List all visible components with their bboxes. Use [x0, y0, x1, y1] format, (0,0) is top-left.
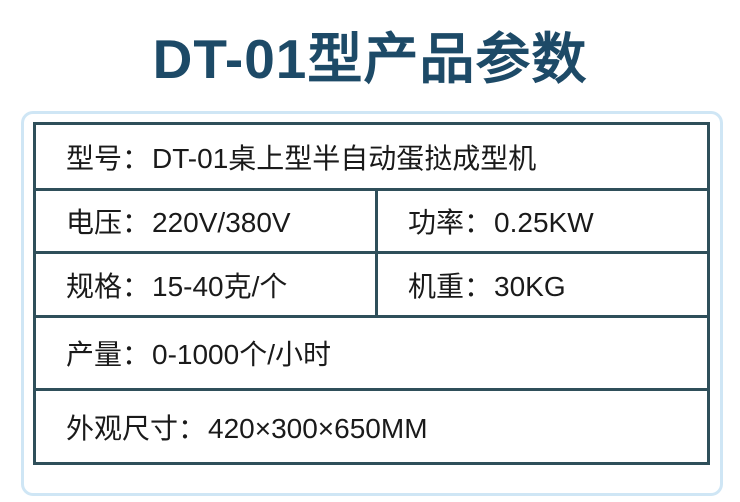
spec-value-weight: 30KG [494, 270, 566, 302]
spec-value-output: 0-1000个/小时 [152, 339, 331, 370]
cell-power: 功率：0.25KW [374, 188, 711, 254]
cell-spec: 规格：15-40克/个 [33, 251, 378, 318]
spec-label-power: 功率： [408, 207, 493, 238]
spec-value-model: DT-01桌上型半自动蛋挞成型机 [152, 142, 537, 174]
spec-label-model: 型号： [66, 142, 151, 174]
spec-label-weight: 机重： [408, 270, 493, 302]
cell-model: 型号：DT-01桌上型半自动蛋挞成型机 [32, 122, 711, 191]
spec-table: 型号：DT-01桌上型半自动蛋挞成型机 电压：220V/380V 功率：0.25… [32, 122, 711, 465]
spec-label-output: 产量： [66, 339, 151, 370]
table-row-dimensions: 外观尺寸：420×300×650MM [32, 388, 711, 465]
table-row-voltage-power: 电压：220V/380V 功率：0.25KW [33, 188, 711, 254]
cell-voltage: 电压：220V/380V [33, 188, 378, 254]
page-title: DT-01型产品参数 [152, 28, 588, 90]
spec-value-dimensions: 420×300×650MM [208, 412, 428, 444]
spec-value-spec: 15-40克/个 [152, 270, 288, 302]
table-outline [21, 111, 723, 496]
cell-output: 产量：0-1000个/小时 [32, 315, 711, 391]
spec-label-voltage: 电压： [66, 207, 151, 238]
spec-value-voltage: 220V/380V [152, 207, 291, 238]
cell-dimensions: 外观尺寸：420×300×650MM [32, 388, 711, 465]
spec-label-dimensions: 外观尺寸： [66, 412, 207, 444]
table-row-spec-weight: 规格：15-40克/个 机重：30KG [33, 251, 711, 318]
cell-weight: 机重：30KG [374, 251, 711, 318]
table-row-model: 型号：DT-01桌上型半自动蛋挞成型机 [32, 122, 711, 191]
spec-label-spec: 规格： [66, 270, 151, 302]
spec-value-power: 0.25KW [494, 207, 594, 238]
table-row-output: 产量：0-1000个/小时 [32, 315, 711, 391]
